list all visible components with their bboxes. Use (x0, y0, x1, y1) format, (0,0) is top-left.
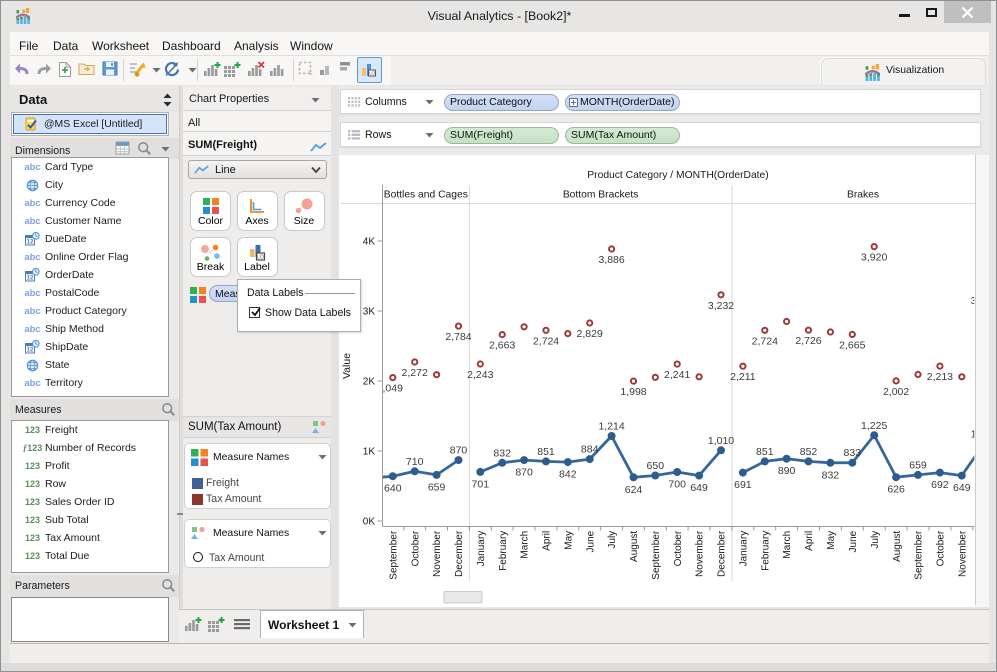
svg-text:2,726: 2,726 (795, 335, 821, 347)
svg-text:April: April (804, 531, 815, 551)
svg-text:832: 832 (822, 469, 840, 481)
svg-text:659: 659 (909, 459, 927, 471)
svg-text:649: 649 (953, 482, 971, 494)
svg-text:2,241: 2,241 (664, 369, 690, 381)
svg-text:January: January (739, 531, 750, 567)
svg-text:12: 12 (27, 240, 34, 246)
svg-text:1,998: 1,998 (620, 386, 646, 398)
svg-text:October: October (673, 530, 684, 566)
svg-text:691: 691 (734, 479, 752, 491)
svg-text:890: 890 (778, 465, 796, 477)
svg-text:July: July (870, 531, 881, 549)
svg-text:Product Category / MONTH(Order: Product Category / MONTH(OrderDate) (587, 170, 768, 181)
svg-text:September: September (914, 530, 925, 580)
svg-text:July: July (607, 531, 618, 549)
svg-text:1,010: 1,010 (708, 435, 734, 447)
svg-text:640: 640 (384, 483, 402, 495)
svg-text:May: May (563, 531, 574, 550)
svg-text:851: 851 (537, 446, 555, 458)
svg-text:1,214: 1,214 (598, 421, 624, 433)
svg-text:700: 700 (668, 479, 686, 491)
svg-text:710: 710 (406, 456, 424, 468)
svg-text:2K: 2K (363, 376, 376, 387)
svg-text:3,886: 3,886 (598, 254, 624, 266)
svg-text:626: 626 (887, 484, 905, 496)
svg-text:701: 701 (472, 478, 490, 490)
svg-text:692: 692 (931, 479, 949, 491)
svg-text:3,232: 3,232 (708, 300, 734, 312)
svg-text:3K: 3K (363, 306, 376, 317)
svg-text:March: March (782, 531, 793, 559)
svg-text:851: 851 (756, 446, 774, 458)
svg-text:January: January (476, 531, 487, 567)
svg-text:832: 832 (493, 447, 511, 459)
svg-text:August: August (892, 531, 903, 562)
svg-text:October: October (410, 530, 421, 566)
svg-text:May: May (826, 531, 837, 550)
svg-text:December: December (454, 530, 465, 577)
svg-text:Bottom Brackets: Bottom Brackets (563, 190, 639, 201)
svg-text:1,225: 1,225 (861, 420, 887, 432)
svg-text:1K: 1K (363, 446, 376, 457)
svg-text:August: August (629, 531, 640, 562)
svg-text:650: 650 (647, 460, 665, 472)
svg-text:2,002: 2,002 (883, 386, 909, 398)
svg-text:2,829: 2,829 (577, 328, 603, 340)
svg-text:2,665: 2,665 (839, 339, 865, 351)
svg-text:884: 884 (581, 444, 599, 456)
svg-text:Bottles and Cages: Bottles and Cages (384, 190, 468, 201)
svg-text:November: November (695, 530, 706, 577)
svg-text:2,049: 2,049 (377, 383, 403, 395)
svg-text:2,784: 2,784 (445, 331, 471, 343)
svg-text:December: December (717, 530, 728, 577)
svg-text:649: 649 (690, 482, 708, 494)
svg-text:Brakes: Brakes (847, 190, 879, 201)
svg-text:870: 870 (450, 445, 468, 457)
svg-text:624: 624 (625, 484, 643, 496)
svg-text:November: November (957, 530, 968, 577)
svg-text:3,308: 3,308 (971, 295, 989, 307)
svg-text:4K: 4K (363, 236, 376, 247)
svg-text:April: April (542, 531, 553, 551)
svg-text:2,243: 2,243 (467, 369, 493, 381)
svg-text:LO: LO (257, 255, 264, 261)
svg-text:September: September (388, 530, 399, 580)
svg-text:842: 842 (559, 469, 577, 481)
svg-text:September: September (651, 530, 662, 580)
svg-text:LO: LO (369, 71, 376, 76)
svg-text:2,663: 2,663 (489, 340, 515, 352)
svg-text:2,213: 2,213 (927, 371, 953, 383)
svg-text:2,211: 2,211 (730, 371, 756, 383)
svg-text:March: March (520, 531, 531, 559)
svg-text:2,724: 2,724 (752, 335, 778, 347)
svg-text:870: 870 (515, 467, 533, 479)
svg-text:2,724: 2,724 (533, 335, 559, 347)
svg-text:1,139: 1,139 (971, 429, 989, 441)
svg-text:12: 12 (27, 348, 34, 354)
svg-text:June: June (585, 530, 596, 552)
svg-text:833: 833 (844, 447, 862, 459)
svg-text:12: 12 (27, 276, 34, 282)
svg-text:2,272: 2,272 (402, 367, 428, 379)
svg-text:0K: 0K (363, 516, 376, 527)
svg-text:Value: Value (341, 353, 353, 379)
svg-text:659: 659 (428, 481, 446, 493)
svg-text:November: November (432, 530, 443, 577)
svg-text:June: June (848, 530, 859, 552)
svg-text:February: February (760, 531, 771, 571)
svg-text:October: October (936, 530, 947, 566)
svg-text:3,920: 3,920 (861, 252, 887, 264)
svg-text:852: 852 (800, 446, 818, 458)
svg-text:February: February (498, 531, 509, 571)
